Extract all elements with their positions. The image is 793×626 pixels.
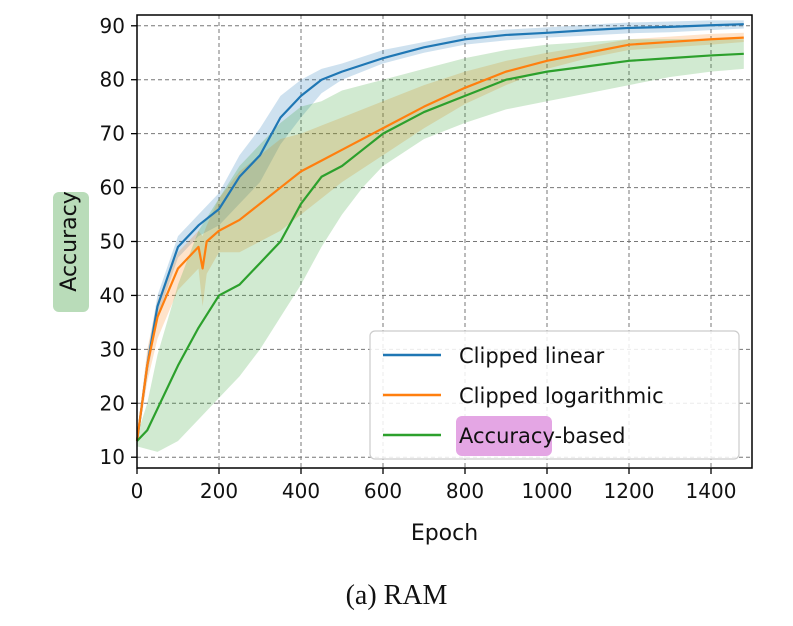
y-tick-label: 90: [100, 14, 125, 38]
x-tick-label: 600: [364, 479, 402, 503]
y-tick-label: 70: [100, 122, 125, 146]
x-tick-label: 1000: [522, 479, 573, 503]
axis-ticks: 0 200 400 600 800 1000 1200 1400 10 20 30 40 50 60 70 8…: [100, 14, 737, 503]
y-tick-label: 50: [100, 230, 125, 254]
y-tick-label: 40: [100, 283, 125, 307]
legend-highlight: [456, 416, 552, 456]
highlight-layer: [53, 192, 89, 312]
confidence-bands: [137, 20, 744, 452]
y-axis-label: Accuracy: [57, 191, 82, 291]
band-series-1: [137, 32, 744, 447]
line-series-1: [135, 36, 744, 442]
x-tick-label: 800: [446, 479, 484, 503]
series-lines: [135, 23, 744, 442]
band-series-2: [137, 39, 744, 452]
line-series-2: [136, 52, 744, 442]
y-tick-label: 60: [100, 176, 125, 200]
x-tick-label: 400: [282, 479, 320, 503]
legend-label-0: Clipped linear: [459, 344, 605, 368]
legend: Clipped linear Clipped logarithmic Accurac…: [369, 330, 740, 460]
x-tick-label: 1200: [604, 479, 655, 503]
y-tick-label: 30: [100, 337, 125, 361]
figure-caption: (a) RAM: [345, 580, 448, 611]
x-tick-label: 0: [131, 479, 144, 503]
y-tick-label: 10: [100, 445, 125, 469]
x-tick-label: 200: [200, 479, 238, 503]
y-tick-label: 20: [100, 391, 125, 415]
legend-label-2: Accuracy-based: [459, 424, 625, 448]
y-tick-label: 80: [100, 68, 125, 92]
band-series-0: [137, 20, 744, 447]
ylabel-highlight: [53, 192, 89, 312]
x-tick-label: 1400: [686, 479, 737, 503]
line-series-0: [135, 23, 744, 442]
legend-label-1: Clipped logarithmic: [459, 384, 664, 408]
x-axis-label: Epoch: [411, 521, 478, 546]
